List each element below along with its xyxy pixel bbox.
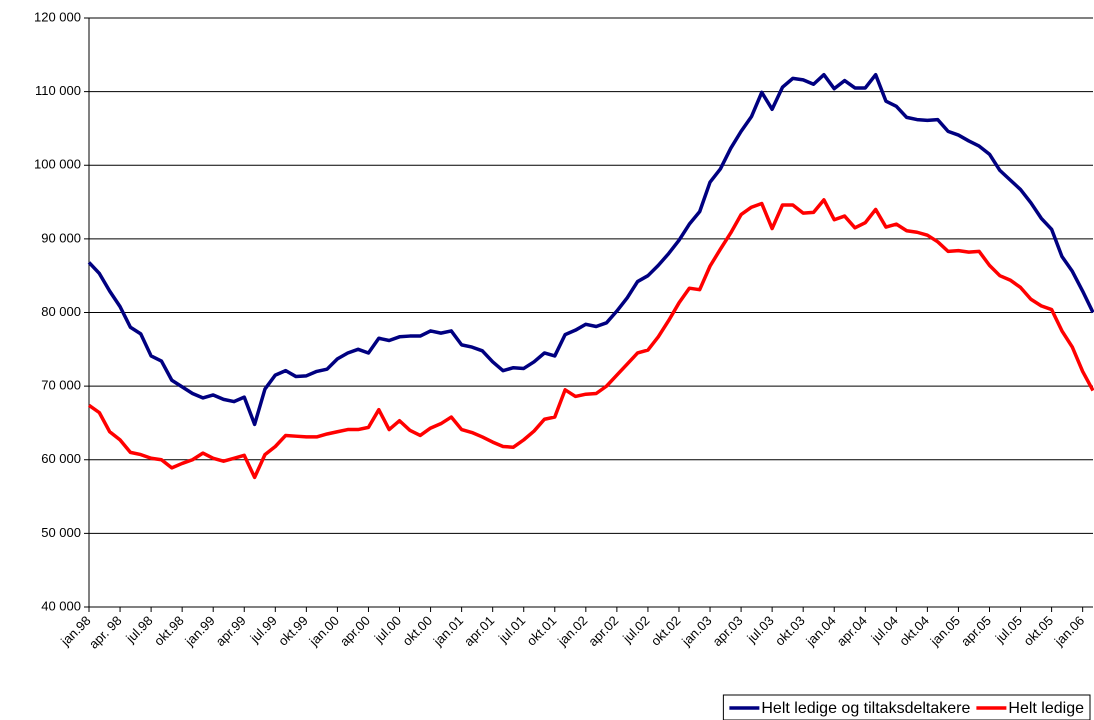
y-tick-label: 60 000 [41, 451, 81, 466]
x-tick-label: apr.99 [213, 613, 249, 649]
legend-label: Helt ledige og tiltaksdeltakere [761, 700, 970, 717]
x-tick-label: jul.01 [495, 613, 528, 646]
x-tick-label: apr.05 [958, 613, 994, 649]
x-tick-label: okt.05 [1020, 613, 1056, 649]
y-tick-label: 90 000 [41, 230, 81, 245]
x-tick-label: jan.00 [306, 613, 342, 649]
x-tick-label: apr.04 [834, 613, 870, 649]
series-line [87, 198, 1094, 480]
x-tick-label: jul.00 [371, 613, 404, 646]
x-tick-label: okt.01 [524, 613, 560, 649]
x-tick-label: okt.04 [896, 613, 932, 649]
x-tick-label: jul.05 [992, 613, 1025, 646]
x-tick-label: jan.05 [927, 613, 963, 649]
y-tick-label: 50 000 [41, 525, 81, 540]
x-tick-label: jul.03 [743, 613, 776, 646]
series-line [87, 72, 1094, 427]
x-tick-label: okt.98 [151, 613, 187, 649]
x-tick-label: apr. 98 [86, 613, 125, 652]
x-tick-label: okt.03 [772, 613, 808, 649]
y-tick-label: 70 000 [41, 378, 81, 393]
x-tick-label: jul.98 [122, 613, 155, 646]
x-tick-label: okt.99 [275, 613, 311, 649]
x-tick-label: apr.03 [709, 613, 745, 649]
legend: Helt ledige og tiltaksdeltakere Helt ledi… [722, 694, 1091, 720]
x-tick-label: apr.00 [337, 613, 373, 649]
y-tick-label: 110 000 [35, 83, 81, 98]
x-tick-label: apr.01 [461, 613, 497, 649]
x-tick-label: apr.02 [585, 613, 621, 649]
y-tick-label: 120 000 [34, 9, 81, 24]
x-tick-label: jul.99 [247, 613, 280, 646]
x-tick-label: okt.02 [648, 613, 684, 649]
x-tick-label: jan.01 [430, 613, 466, 649]
x-tick-label: jan.03 [678, 613, 714, 649]
y-tick-label: 100 000 [34, 157, 81, 172]
x-tick-label: jan.04 [802, 613, 838, 649]
x-tick-label: okt.00 [399, 613, 435, 649]
x-tick-label: jul.02 [619, 613, 652, 646]
legend-box [722, 694, 1091, 720]
x-tick-label: jan.99 [181, 613, 217, 649]
x-tick-label: jan.02 [554, 613, 590, 649]
y-tick-label: 80 000 [41, 304, 81, 319]
legend-label: Helt ledige [1008, 700, 1084, 717]
x-tick-label: jan.06 [1051, 613, 1087, 649]
y-tick-label: 40 000 [41, 598, 81, 613]
x-tick-label: jul.04 [868, 613, 901, 646]
